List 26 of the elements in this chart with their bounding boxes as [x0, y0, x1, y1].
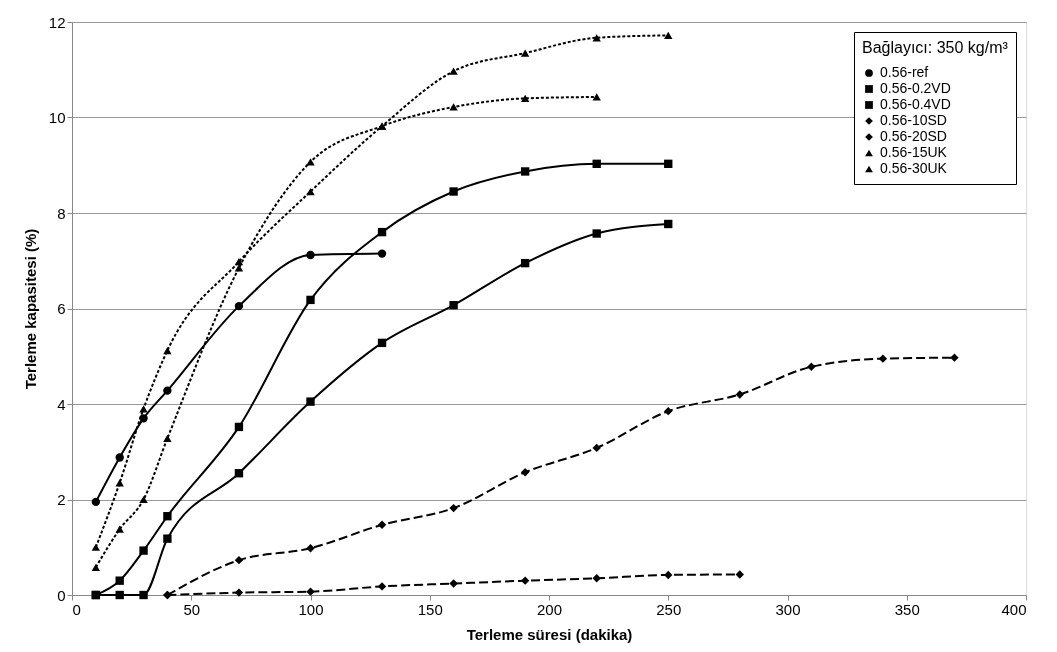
legend-label: 0.56-15UK	[880, 144, 948, 160]
y-tick-label: 12	[48, 13, 66, 31]
legend-label: 0.56-ref	[880, 64, 929, 80]
y-axis-title: Terleme kapasitesi (%)	[21, 228, 39, 390]
y-tick-label: 10	[48, 109, 66, 126]
legend-label: 0.56-20SD	[880, 128, 947, 144]
legend-label: 0.56-0.2VD	[880, 80, 951, 96]
y-tick-label: 4	[57, 395, 66, 413]
x-tick-label: 100	[298, 600, 324, 618]
x-tick-label: 300	[775, 600, 801, 618]
x-axis-title: Terleme süresi (dakika)	[466, 625, 633, 643]
legend-label: 0.56-0.4VD	[880, 96, 951, 112]
x-tick-label: 200	[536, 600, 563, 618]
x-tick-label: 0	[72, 600, 81, 618]
y-tick-label: 8	[57, 204, 66, 222]
x-tick-label: 250	[656, 600, 682, 618]
y-tick-label: 2	[57, 491, 66, 508]
y-tick-label: 6	[57, 300, 66, 317]
legend-label: 0.56-30UK	[880, 160, 948, 176]
x-tick-label: 150	[417, 600, 443, 618]
legend-label: 0.56-10SD	[880, 112, 947, 128]
x-tick-label: 50	[183, 600, 201, 618]
y-tick-label: 0	[57, 586, 66, 604]
x-tick-label: 400	[1001, 600, 1027, 618]
legend-title: Bağlayıcı: 350 kg/m³	[862, 39, 1009, 56]
x-tick-label: 350	[894, 600, 920, 618]
